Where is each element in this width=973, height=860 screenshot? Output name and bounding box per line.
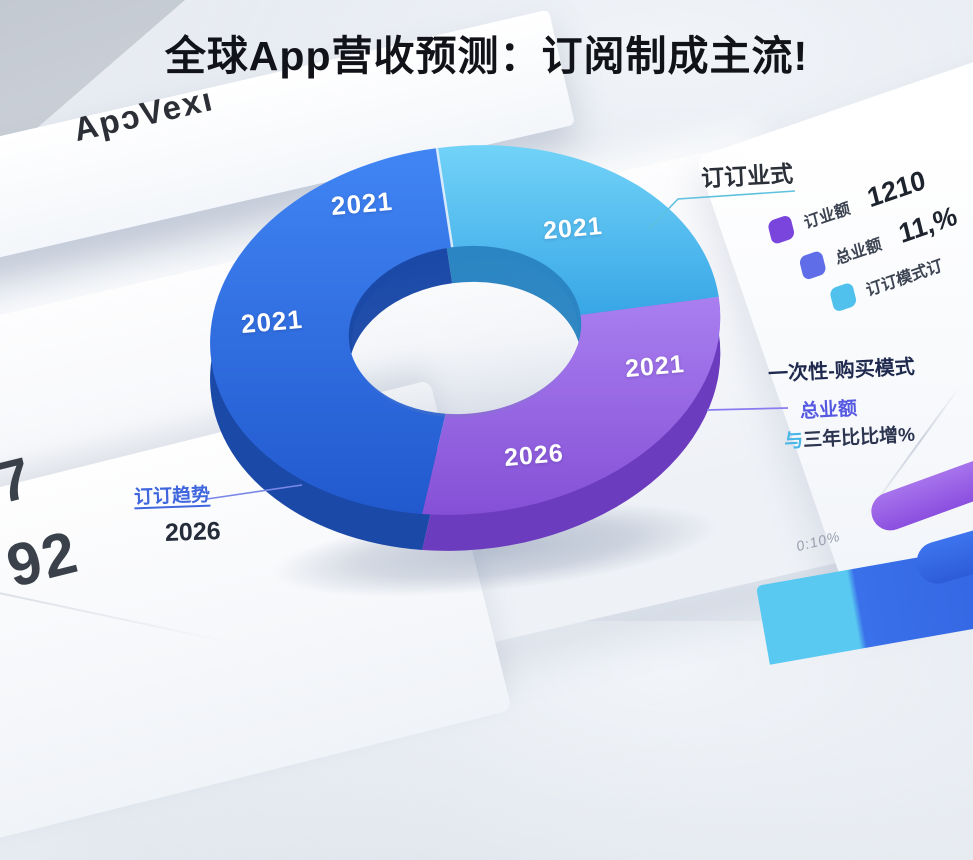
slice-label-cyan: 2021 <box>542 211 604 246</box>
legend-swatch-purple <box>766 213 796 245</box>
page-title: 全球App营收预测：订阅制成主流! <box>164 33 809 79</box>
callout-subscription-model: 订订业式 <box>700 160 794 192</box>
callout-total-revenue: 总业额 <box>799 398 858 423</box>
slice-label-purple: 2021 <box>624 349 686 384</box>
slice-label-purple-bottom: 2026 <box>503 438 565 473</box>
legend-value: 11,% <box>895 200 960 250</box>
slice-label-blue-top: 2021 <box>329 185 395 222</box>
legend-swatch-indigo <box>798 249 827 281</box>
callout-trend-label: 订订趋势 <box>133 484 211 509</box>
legend-label: 总业额 <box>833 235 884 268</box>
callout-yoy-rest: 三年比比增% <box>802 424 916 452</box>
callout-yoy-prefix: 与 <box>783 430 804 453</box>
slice-label-blue-left: 2021 <box>239 303 305 340</box>
legend-swatch-cyan <box>828 281 858 313</box>
callout-trend-year: 2026 <box>164 517 222 547</box>
